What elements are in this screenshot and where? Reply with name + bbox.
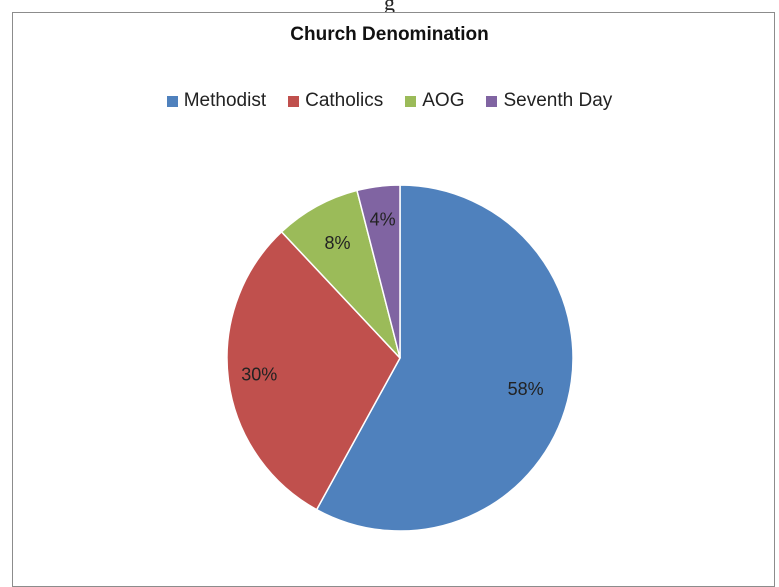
legend-label-catholics: Catholics — [305, 90, 384, 111]
data-label-methodist: 58% — [508, 379, 544, 399]
legend-swatch-seventh-day — [486, 95, 498, 107]
data-label-seventh-day: 4% — [370, 209, 396, 229]
data-label-aog: 8% — [324, 233, 350, 253]
chart-legend: Methodist Catholics AOG Seventh Day — [0, 90, 779, 112]
legend-label-seventh-day: Seventh Day — [503, 90, 613, 111]
legend-swatch-aog — [405, 95, 417, 107]
page-fragment-text: g — [384, 0, 395, 15]
pie-slice-seventh-day — [356, 184, 401, 359]
legend-item-methodist: Methodist — [166, 90, 267, 112]
chart-title: Church Denomination — [290, 24, 489, 45]
pie-slice-catholics — [226, 230, 401, 511]
legend-label-methodist: Methodist — [183, 90, 267, 111]
legend-item-catholics: Catholics — [288, 90, 383, 112]
legend-item-aog: AOG — [405, 90, 464, 112]
pie-slice-methodist — [315, 184, 574, 532]
legend-label-aog: AOG — [422, 90, 465, 111]
legend-swatch-methodist — [166, 95, 178, 107]
legend-item-seventh-day: Seventh Day — [486, 90, 612, 112]
data-label-catholics: 30% — [241, 365, 277, 385]
legend-swatch-catholics — [288, 95, 300, 107]
